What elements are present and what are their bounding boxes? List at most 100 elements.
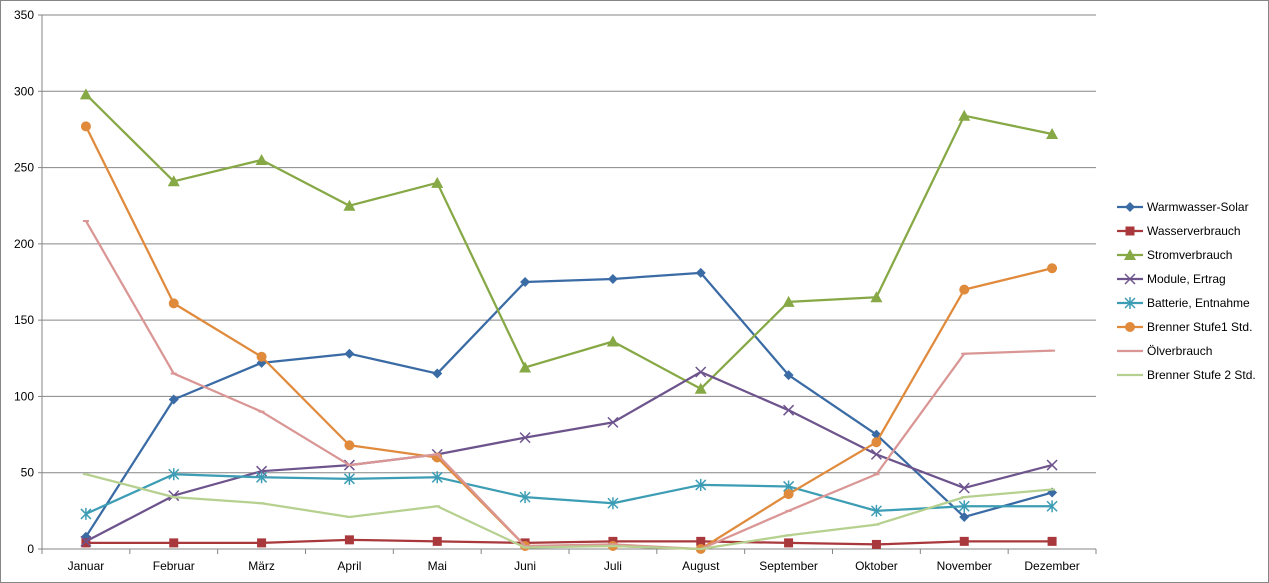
data-point-diamond	[520, 277, 531, 287]
x-tick-label: Januar	[68, 559, 105, 573]
x-tick-label: Februar	[153, 559, 195, 573]
series-line	[84, 271, 1053, 538]
data-point-triangle	[782, 295, 795, 307]
data-point-star	[80, 507, 92, 520]
data-point-triangle	[431, 176, 444, 188]
data-point-circle	[1047, 263, 1058, 274]
data-point-star	[431, 471, 443, 484]
series-7	[82, 473, 1056, 551]
data-point-star	[607, 497, 619, 510]
data-point-star	[695, 478, 707, 491]
series-line	[84, 220, 1053, 551]
x-tick-label: November	[937, 559, 992, 573]
x-tick-label: August	[682, 559, 720, 573]
data-point-diamond	[783, 370, 794, 381]
data-point-star	[256, 471, 268, 484]
data-point-diamond	[344, 348, 355, 359]
data-point-x	[168, 490, 180, 502]
data-point-square	[871, 539, 881, 549]
data-point-x	[80, 535, 92, 547]
series-5	[80, 121, 1058, 554]
data-point-square	[257, 538, 267, 548]
data-point-circle	[959, 284, 970, 295]
x-tick-label: Mai	[428, 559, 447, 573]
data-point-diamond	[1125, 202, 1135, 212]
data-point-circle	[1125, 322, 1135, 332]
x-tick-label: April	[337, 559, 361, 573]
data-point-star	[870, 504, 882, 517]
data-point-circle	[344, 440, 355, 451]
data-point-star	[343, 472, 355, 485]
data-point-star	[168, 468, 180, 481]
data-point-triangle	[694, 382, 707, 394]
series-4	[80, 468, 1058, 520]
data-point-x	[783, 404, 795, 416]
data-point-square	[696, 536, 706, 546]
data-point-x	[1124, 273, 1136, 285]
legend-item: Ölverbrauch	[1117, 344, 1212, 358]
data-point-triangle	[1046, 128, 1059, 140]
data-point-square	[169, 538, 179, 548]
data-point-circle	[256, 351, 267, 362]
legend-label: Stromverbrauch	[1147, 248, 1232, 262]
data-point-circle	[871, 437, 882, 448]
data-point-x	[607, 416, 619, 428]
data-point-circle	[168, 298, 179, 309]
legend-label: Wasserverbrauch	[1147, 224, 1241, 238]
legend-item: Stromverbrauch	[1117, 248, 1232, 262]
series-line	[85, 93, 1053, 390]
data-point-triangle	[519, 361, 532, 373]
legend-item: Module, Ertrag	[1117, 272, 1226, 286]
data-point-circle	[783, 489, 794, 500]
x-tick-label: Oktober	[855, 559, 898, 573]
x-axis-ticks: Januar Februar März April Mai Juni Juli August S…	[41, 549, 1097, 573]
data-point-x	[695, 366, 707, 378]
legend-label: Brenner Stufe1 Std.	[1147, 320, 1252, 334]
data-point-x	[519, 432, 531, 444]
x-tick-label: Juli	[604, 559, 622, 573]
data-point-diamond	[695, 267, 706, 278]
y-tick-label: 200	[14, 237, 34, 251]
data-point-square	[784, 538, 794, 548]
data-point-square	[81, 538, 91, 548]
legend-item: Brenner Stufe1 Std.	[1117, 320, 1252, 334]
series-line	[85, 370, 1053, 543]
series-line	[85, 473, 1053, 515]
y-tick-label: 350	[14, 8, 34, 22]
legend: Warmwasser-Solar Wasserverbrauch Stromverb…	[1117, 200, 1256, 382]
x-tick-label: Juni	[514, 559, 536, 573]
legend-item: Wasserverbrauch	[1117, 224, 1241, 238]
x-tick-label: Dezember	[1024, 559, 1079, 573]
series-group	[79, 88, 1059, 554]
legend-item: Brenner Stufe 2 Std.	[1117, 368, 1256, 382]
data-point-triangle	[870, 291, 883, 303]
grid-lines	[41, 14, 1096, 550]
y-tick-label: 150	[14, 313, 34, 327]
legend-label: Warmwasser-Solar	[1147, 200, 1249, 214]
data-point-diamond	[959, 511, 970, 522]
y-tick-label: 0	[27, 542, 34, 556]
y-axis-ticks: 0 50 100 150 200 250 300 350	[14, 8, 42, 556]
data-point-x	[1046, 459, 1058, 471]
x-tick-label: März	[248, 559, 275, 573]
y-tick-label: 50	[21, 466, 35, 480]
data-point-triangle	[1124, 249, 1136, 260]
data-point-diamond	[432, 368, 443, 379]
y-tick-label: 300	[14, 84, 34, 98]
data-point-square	[1047, 536, 1057, 546]
series-line	[85, 538, 1053, 546]
legend-item: Batterie, Entnahme	[1117, 296, 1250, 310]
series-6	[82, 219, 1056, 551]
data-point-diamond	[168, 394, 179, 405]
series-3	[80, 366, 1058, 547]
data-point-x	[870, 448, 882, 460]
x-tick-label: September	[759, 559, 818, 573]
legend-label: Module, Ertrag	[1147, 272, 1226, 286]
series-line	[85, 473, 1053, 551]
data-point-square	[344, 535, 354, 545]
series-line	[84, 125, 1053, 551]
data-point-star	[958, 500, 970, 513]
data-point-triangle	[255, 153, 268, 165]
data-point-star	[1124, 297, 1136, 309]
